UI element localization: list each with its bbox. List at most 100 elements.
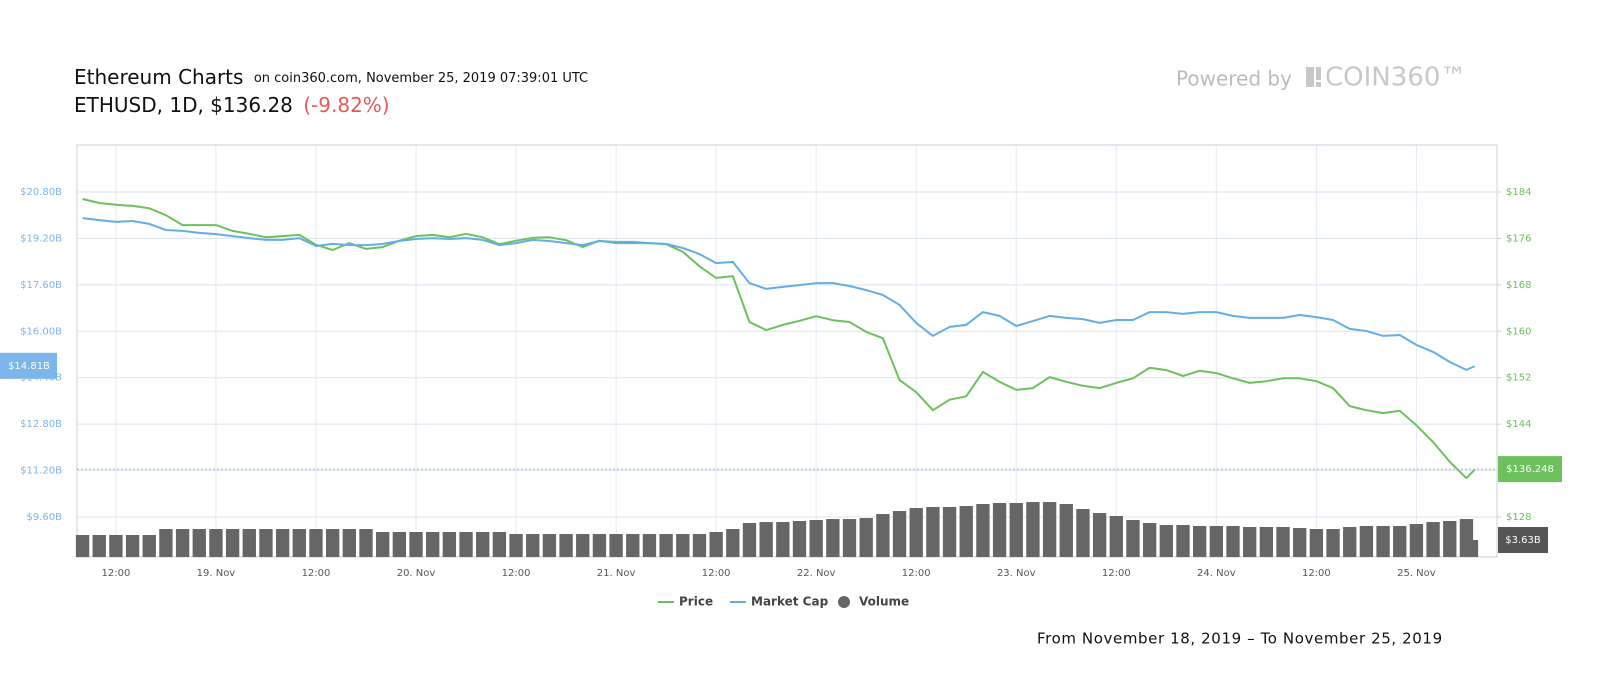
logo-icon xyxy=(1306,67,1314,87)
volume-bar xyxy=(909,508,923,557)
volume-bar xyxy=(542,534,557,557)
y2-tick-label: $144 xyxy=(1506,419,1531,430)
x-tick-label: 20. Nov xyxy=(397,568,436,579)
volume-bar xyxy=(225,529,240,557)
volume-bar xyxy=(275,529,290,557)
volume-bar xyxy=(492,531,507,557)
x-tick-label: 25. Nov xyxy=(1397,568,1436,579)
volume-bar xyxy=(376,531,390,557)
volume-bar xyxy=(192,529,206,557)
volume-bar xyxy=(1309,529,1324,557)
current-tag-label: $136.248 xyxy=(1506,464,1554,475)
x-tick-label: 22. Nov xyxy=(797,568,836,579)
x-tick-label: 21. Nov xyxy=(597,568,636,579)
volume-bar xyxy=(1126,520,1140,557)
volume-bar xyxy=(309,529,323,557)
x-tick-label: 24. Nov xyxy=(1197,568,1236,579)
volume-bar xyxy=(1009,503,1023,557)
volume-bar xyxy=(926,506,940,557)
volume-bar xyxy=(409,531,423,557)
volume-bar xyxy=(1459,519,1474,557)
x-tick-label: 12:00 xyxy=(902,568,931,579)
volume-bar xyxy=(726,529,740,557)
current-tag xyxy=(1498,456,1562,483)
volume-bar xyxy=(992,503,1007,557)
y-tick-label: $17.60B xyxy=(20,280,62,291)
volume-bar xyxy=(1276,526,1290,557)
volume-bar xyxy=(976,504,990,557)
current-tag xyxy=(0,352,57,379)
volume-bar xyxy=(1426,522,1440,557)
volume-bar xyxy=(292,529,306,557)
volume-bar xyxy=(759,522,773,557)
volume-bar xyxy=(959,506,973,557)
volume-bar xyxy=(1393,526,1407,557)
volume-bar xyxy=(359,529,373,557)
x-tick-label: 12:00 xyxy=(101,568,130,579)
volume-bar xyxy=(209,529,223,557)
volume-bar xyxy=(842,519,857,557)
volume-bar xyxy=(242,529,256,557)
volume-bar xyxy=(342,529,356,557)
legend-label: Price xyxy=(679,595,713,609)
volume-bar xyxy=(125,534,140,557)
y2-tick-label: $128 xyxy=(1506,512,1531,523)
legend-label: Market Cap xyxy=(751,595,829,609)
y2-tick-label: $184 xyxy=(1506,187,1531,198)
volume-bar xyxy=(1109,516,1123,557)
volume-bar xyxy=(1176,525,1190,557)
volume-bar xyxy=(942,506,957,557)
volume-bar xyxy=(92,534,106,557)
volume-bar xyxy=(476,531,490,557)
volume-bar xyxy=(892,511,907,557)
volume-bar xyxy=(692,534,707,557)
volume-bar xyxy=(1259,526,1274,557)
volume-bar xyxy=(159,529,173,557)
y-tick-label: $20.80B xyxy=(20,187,62,198)
volume-bar xyxy=(1026,502,1040,557)
series-line xyxy=(82,198,1476,480)
x-tick-label: 19. Nov xyxy=(197,568,236,579)
volume-bar xyxy=(776,522,790,557)
volume-bar xyxy=(876,514,890,557)
volume-bar xyxy=(742,523,757,557)
volume-bar xyxy=(592,534,607,557)
volume-bar xyxy=(392,531,407,557)
y2-tick-label: $152 xyxy=(1506,373,1531,384)
volume-bar xyxy=(1359,526,1374,557)
volume-bar xyxy=(509,534,523,557)
volume-bar xyxy=(859,518,873,557)
logo: COIN360™ xyxy=(1325,63,1466,93)
volume-bar xyxy=(1192,526,1207,557)
x-tick-label: 12:00 xyxy=(1302,568,1331,579)
volume-bar xyxy=(1226,526,1240,557)
volume-bar xyxy=(1243,526,1257,557)
volume-bar xyxy=(526,534,540,557)
volume-bar xyxy=(442,531,457,557)
logo-icon xyxy=(1316,67,1321,80)
volume-bar xyxy=(1159,525,1173,557)
volume-bar xyxy=(1409,523,1424,557)
volume-bar xyxy=(1209,526,1224,557)
x-tick-label: 12:00 xyxy=(502,568,531,579)
volume-bar xyxy=(1443,520,1457,557)
volume-bar xyxy=(175,529,190,557)
y2-tick-label: $176 xyxy=(1506,233,1531,244)
x-tick-label: 23. Nov xyxy=(997,568,1036,579)
current-tag xyxy=(1498,527,1548,554)
current-tag-label: $14.81B xyxy=(8,361,50,372)
volume-bar xyxy=(826,519,840,557)
volume-bar xyxy=(642,534,657,557)
current-tag-label: $3.63B xyxy=(1505,535,1541,546)
volume-bar xyxy=(1076,509,1090,557)
y-tick-label: $11.20B xyxy=(20,466,62,477)
x-tick-label: 12:00 xyxy=(302,568,331,579)
volume-bar xyxy=(1042,502,1057,557)
volume-bar xyxy=(792,520,807,557)
y-tick-label: $12.80B xyxy=(20,419,62,430)
volume-bar xyxy=(609,534,623,557)
plot: 12:00 19. Nov 12:00 20. Nov 12:00 21. Nov 12:0… xyxy=(0,144,1562,609)
y-tick-label: $19.20B xyxy=(20,233,62,244)
